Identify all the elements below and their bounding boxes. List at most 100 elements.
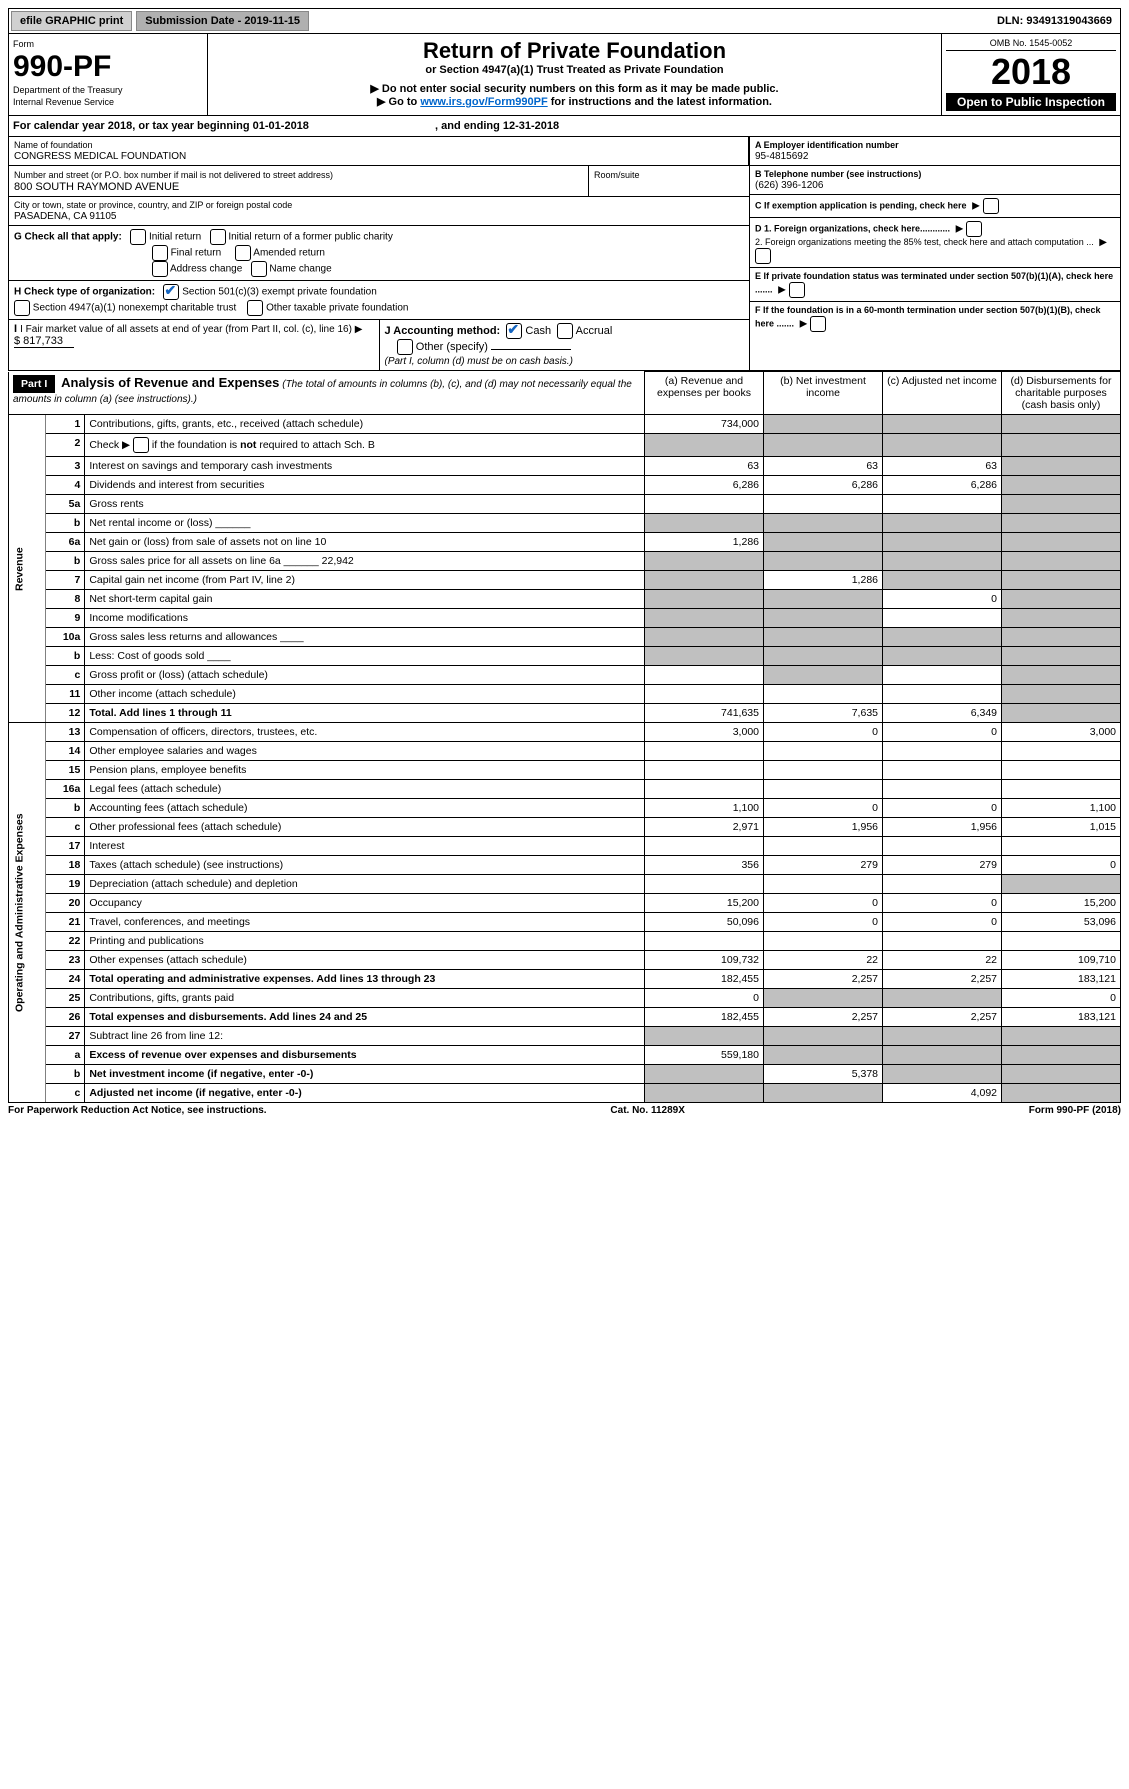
part1-label: Part I <box>13 375 55 393</box>
f-checkbox[interactable] <box>810 316 826 332</box>
g-opt-5: Name change <box>269 264 331 275</box>
other-method-checkbox[interactable] <box>397 339 413 355</box>
col-c-header: (c) Adjusted net income <box>883 372 1002 415</box>
line-desc: Gross sales less returns and allowances … <box>85 628 645 647</box>
e-checkbox[interactable] <box>789 282 805 298</box>
cell-a <box>645 1027 764 1046</box>
form-word: Form <box>13 39 34 49</box>
line-number: b <box>46 552 85 571</box>
line-desc: Occupancy <box>85 894 645 913</box>
line-number: 4 <box>46 476 85 495</box>
cell-a: 6,286 <box>645 476 764 495</box>
irs: Internal Revenue Service <box>13 97 114 107</box>
dept: Department of the Treasury <box>13 85 123 95</box>
cell-a <box>645 761 764 780</box>
cell-c <box>883 780 1002 799</box>
line-desc: Interest <box>85 837 645 856</box>
line-number: 17 <box>46 837 85 856</box>
cash-checkbox[interactable] <box>506 323 522 339</box>
cell-d <box>1002 704 1121 723</box>
other-taxable-checkbox[interactable] <box>247 300 263 316</box>
d1-label: D 1. Foreign organizations, check here..… <box>755 224 950 234</box>
cell-a <box>645 666 764 685</box>
4947-checkbox[interactable] <box>14 300 30 316</box>
cell-b <box>764 495 883 514</box>
cell-b <box>764 780 883 799</box>
cell-d: 15,200 <box>1002 894 1121 913</box>
phone: (626) 396-1206 <box>755 180 823 191</box>
cell-d <box>1002 1027 1121 1046</box>
i-label: I <box>14 323 17 335</box>
cell-d <box>1002 666 1121 685</box>
line-number: 1 <box>46 415 85 434</box>
cell-d <box>1002 1084 1121 1103</box>
cell-a: 63 <box>645 457 764 476</box>
h-opt-3: Other taxable private foundation <box>266 303 408 314</box>
cell-a <box>645 495 764 514</box>
omb: OMB No. 1545-0052 <box>946 38 1116 51</box>
revenue-side-label: Revenue <box>9 415 46 723</box>
line-desc: Excess of revenue over expenses and disb… <box>85 1046 645 1065</box>
cell-a <box>645 434 764 457</box>
topbar: efile GRAPHIC print Submission Date - 20… <box>8 8 1121 34</box>
cell-c: 4,092 <box>883 1084 1002 1103</box>
line-number: 11 <box>46 685 85 704</box>
line-desc: Gross rents <box>85 495 645 514</box>
501c3-checkbox[interactable] <box>163 284 179 300</box>
line-number: 20 <box>46 894 85 913</box>
cell-d <box>1002 434 1121 457</box>
cell-c <box>883 1046 1002 1065</box>
line-desc: Other employee salaries and wages <box>85 742 645 761</box>
line-desc: Capital gain net income (from Part IV, l… <box>85 571 645 590</box>
initial-former-checkbox[interactable] <box>210 229 226 245</box>
cell-d <box>1002 875 1121 894</box>
cell-b <box>764 875 883 894</box>
cell-a <box>645 590 764 609</box>
cell-c <box>883 875 1002 894</box>
cell-d <box>1002 742 1121 761</box>
address: 800 SOUTH RAYMOND AVENUE <box>14 181 179 193</box>
cell-c: 1,956 <box>883 818 1002 837</box>
j-note: (Part I, column (d) must be on cash basi… <box>385 356 573 367</box>
name-change-checkbox[interactable] <box>251 261 267 277</box>
line-desc: Check ▶ if the foundation is not require… <box>85 434 645 457</box>
cell-d <box>1002 837 1121 856</box>
col-d-header: (d) Disbursements for charitable purpose… <box>1002 372 1121 415</box>
cell-b: 7,635 <box>764 704 883 723</box>
cell-d <box>1002 495 1121 514</box>
cell-a <box>645 742 764 761</box>
address-change-checkbox[interactable] <box>152 261 168 277</box>
d1-checkbox[interactable] <box>966 221 982 237</box>
cell-d: 0 <box>1002 856 1121 875</box>
section-g: G Check all that apply: Initial return I… <box>9 226 749 281</box>
d2-checkbox[interactable] <box>755 248 771 264</box>
foundation-name: CONGRESS MEDICAL FOUNDATION <box>14 151 186 162</box>
cell-d <box>1002 415 1121 434</box>
j-accr: Accrual <box>576 325 613 337</box>
cell-c: 0 <box>883 894 1002 913</box>
g-opt-4: Address change <box>170 264 242 275</box>
cell-b: 0 <box>764 913 883 932</box>
line-desc: Travel, conferences, and meetings <box>85 913 645 932</box>
cell-d <box>1002 552 1121 571</box>
col-b-header: (b) Net investment income <box>764 372 883 415</box>
efile-button[interactable]: efile GRAPHIC print <box>11 11 132 31</box>
initial-return-checkbox[interactable] <box>130 229 146 245</box>
cell-b <box>764 415 883 434</box>
c-checkbox[interactable] <box>983 198 999 214</box>
cell-b: 2,257 <box>764 970 883 989</box>
h-opt-2: Section 4947(a)(1) nonexempt charitable … <box>33 303 236 314</box>
a-label: A Employer identification number <box>755 140 899 150</box>
line-number: 12 <box>46 704 85 723</box>
amended-return-checkbox[interactable] <box>235 245 251 261</box>
line-number: 22 <box>46 932 85 951</box>
final-return-checkbox[interactable] <box>152 245 168 261</box>
accrual-checkbox[interactable] <box>557 323 573 339</box>
line-number: 7 <box>46 571 85 590</box>
goto-link[interactable]: www.irs.gov/Form990PF <box>420 96 547 108</box>
form-title: Return of Private Foundation <box>212 38 937 64</box>
cell-b: 0 <box>764 799 883 818</box>
cell-b <box>764 533 883 552</box>
name-label: Name of foundation <box>14 140 93 150</box>
cell-b <box>764 628 883 647</box>
